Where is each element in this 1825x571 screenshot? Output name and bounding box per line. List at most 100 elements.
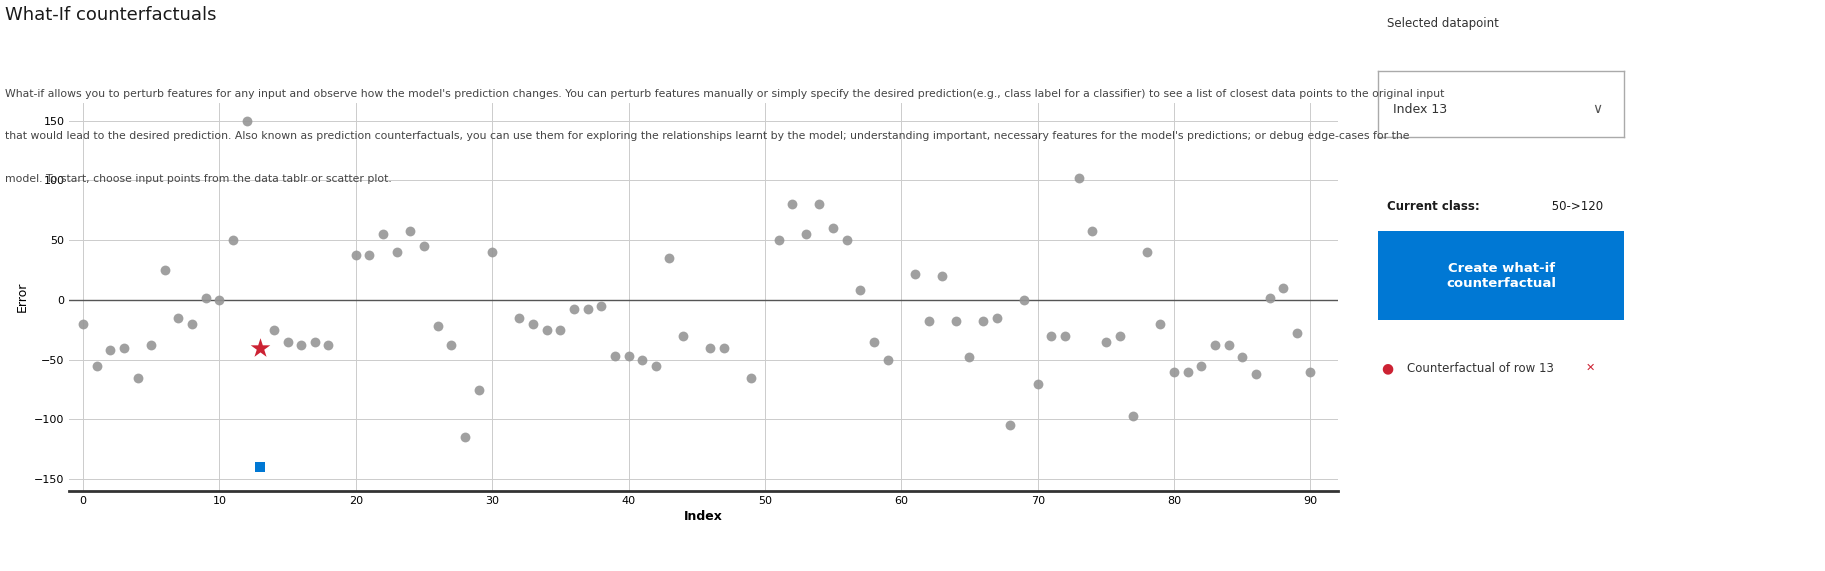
Point [164,313,193,323]
Point [845,286,874,295]
Point [204,295,234,304]
Point [777,200,807,209]
Point [1159,367,1188,376]
Point [95,345,124,355]
Point [1241,369,1270,379]
Point [641,361,670,370]
Point [451,433,480,442]
Point [259,325,288,335]
Text: model. To start, choose input points from the data tablr or scatter plot.: model. To start, choose input points fro… [5,174,392,184]
Point [314,341,343,350]
Text: ✕: ✕ [1586,363,1595,373]
Point [996,421,1026,430]
Point [506,313,535,323]
Point [1283,329,1312,338]
Point [1024,379,1053,388]
Point [954,353,984,362]
Point [1119,411,1148,420]
Text: What-if allows you to perturb features for any input and observe how the model's: What-if allows you to perturb features f… [5,89,1445,99]
Point [805,200,834,209]
Point [150,266,179,275]
Point [177,319,206,328]
Point [832,236,861,245]
Point [1051,331,1080,340]
Point [1296,367,1325,376]
Point [655,254,684,263]
Text: Index 13: Index 13 [1392,103,1447,116]
Point [613,352,642,361]
Point [560,305,589,314]
Point [1146,319,1175,328]
Point [573,305,602,314]
Point [1009,295,1038,304]
Point [341,250,370,259]
Text: ∨: ∨ [1591,102,1602,116]
Point [1268,283,1298,292]
Point [1201,341,1230,350]
Point [710,343,739,352]
Point [927,271,956,280]
Point [1256,293,1285,302]
Point [137,341,166,350]
Point [478,248,507,257]
Point [792,230,821,239]
Point [586,301,615,311]
Point [1186,361,1215,370]
Text: ●: ● [1382,361,1394,375]
Point [246,343,276,352]
Point [287,341,316,350]
Point [246,463,276,472]
Point [1104,331,1133,340]
Point [1077,226,1106,235]
Point [1228,353,1257,362]
Y-axis label: Error: Error [16,282,29,312]
Point [301,337,330,346]
Point [354,250,383,259]
Point [518,319,548,328]
Point [546,325,575,335]
Point [982,313,1011,323]
Text: Current class:: Current class: [1387,200,1480,213]
Point [695,343,725,352]
Point [914,317,944,326]
Point [423,321,453,331]
Point [737,373,766,382]
Point [68,319,97,328]
Point [219,236,248,245]
Text: Create what-if
counterfactual: Create what-if counterfactual [1445,262,1557,289]
Point [765,236,794,245]
Point [82,361,111,370]
Point [533,325,562,335]
Point [110,343,139,352]
Point [600,352,630,361]
Text: Selected datapoint: Selected datapoint [1387,17,1498,30]
Point [409,242,438,251]
Text: What-If counterfactuals: What-If counterfactuals [5,6,217,24]
Text: 50->120: 50->120 [1548,200,1602,213]
X-axis label: Index: Index [684,510,723,523]
Text: Counterfactual of row 13: Counterfactual of row 13 [1407,362,1553,375]
Point [122,373,151,382]
Point [668,331,697,340]
Text: that would lead to the desired prediction. Also known as prediction counterfactu: that would lead to the desired predictio… [5,131,1411,142]
Point [818,224,847,233]
Point [1214,341,1243,350]
Point [381,248,411,257]
Point [464,385,493,394]
Point [1132,248,1161,257]
Point [969,317,998,326]
Point [436,341,465,350]
Point [900,269,929,278]
Point [1173,367,1203,376]
Point [872,355,902,364]
Point [192,293,221,302]
Point [1037,331,1066,340]
Point [369,230,398,239]
Point [232,116,261,125]
Point [628,355,657,364]
Point [1091,337,1121,346]
Point [396,226,425,235]
Point [1064,174,1093,183]
Point [942,317,971,326]
Point [860,337,889,346]
